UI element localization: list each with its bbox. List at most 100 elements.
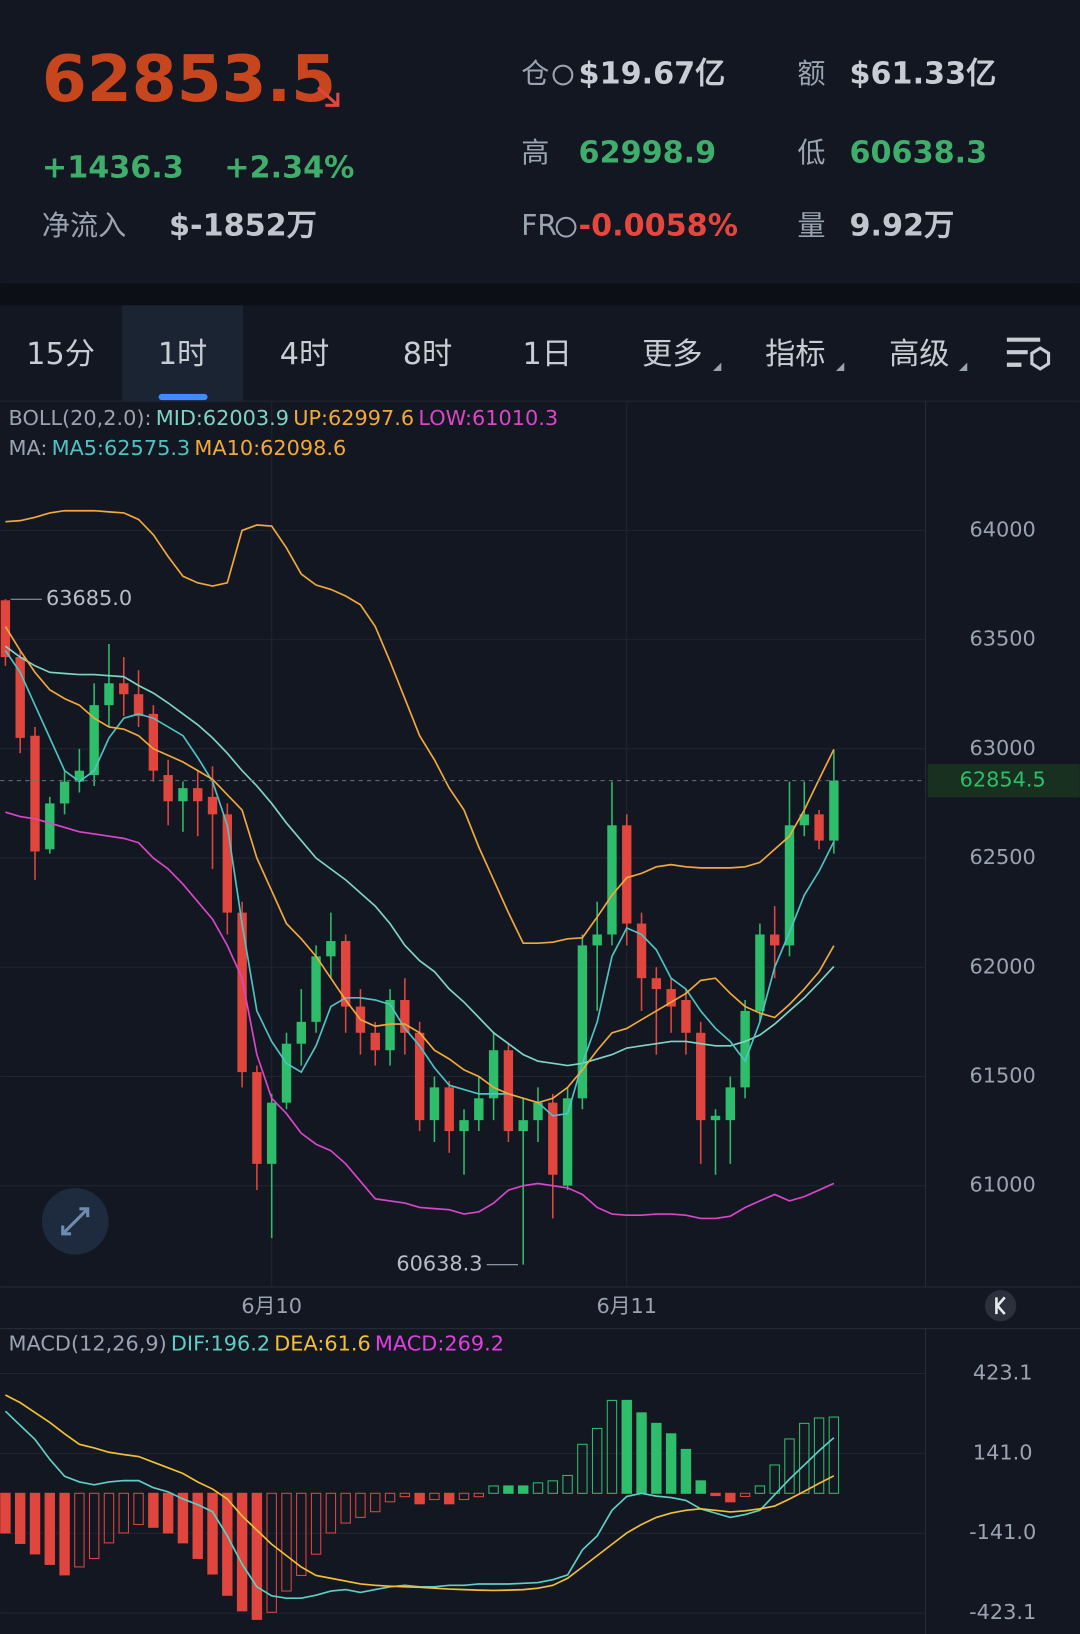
macd-bar xyxy=(162,1492,174,1534)
macd-bar xyxy=(29,1492,41,1555)
candle-body xyxy=(133,694,144,717)
legend-entry: DEA:61.6 xyxy=(274,1331,370,1355)
legend: MACD(12,26,9) DIF:196.2 DEA:61.6 MACD:269.2 xyxy=(9,1331,504,1355)
macd-bar xyxy=(458,1492,470,1501)
candle-body xyxy=(651,978,662,990)
tab[interactable]: 8时 xyxy=(403,337,452,372)
macd-bar xyxy=(680,1448,692,1494)
separator xyxy=(0,283,1080,306)
last-price: 62853.5 xyxy=(42,42,336,117)
candle-body xyxy=(592,934,602,946)
legend-entry: UP:62997.6 xyxy=(293,406,414,430)
macd-bar xyxy=(59,1492,70,1576)
change: +1436.3 xyxy=(42,150,184,185)
collapse-circle[interactable] xyxy=(984,1290,1017,1322)
candle-body xyxy=(607,825,617,935)
change-pct: +2.34% xyxy=(224,150,354,185)
candle-body xyxy=(296,1021,306,1044)
macd-bar xyxy=(695,1480,706,1494)
y-tick-label: 61500 xyxy=(970,1063,1036,1087)
stat-value: -0.0058% xyxy=(579,209,738,244)
candle-body xyxy=(740,1010,750,1088)
candle-body xyxy=(429,1087,440,1121)
macd-bar xyxy=(370,1492,381,1513)
candle-body xyxy=(340,941,351,1007)
macd-bar xyxy=(399,1492,411,1498)
y-tick-label: 64000 xyxy=(970,517,1036,541)
tab[interactable]: 1日 xyxy=(523,337,572,372)
candle-body xyxy=(148,713,159,771)
tab[interactable]: 更多 xyxy=(642,337,702,372)
settings-icon[interactable] xyxy=(1006,337,1051,371)
candle-body xyxy=(15,657,25,738)
candle-body xyxy=(163,775,173,802)
candle-body xyxy=(829,780,839,841)
candle-body xyxy=(385,1000,395,1051)
macd-bar xyxy=(503,1485,514,1494)
y-tick-label: -423.1 xyxy=(969,1600,1036,1624)
tab[interactable]: 4时 xyxy=(280,337,329,372)
legend-entry: MACD:269.2 xyxy=(375,1331,504,1355)
macd-bar xyxy=(340,1492,351,1524)
candle-body xyxy=(45,803,55,850)
tab[interactable]: 指标 xyxy=(765,337,825,372)
macd-bar xyxy=(562,1474,573,1494)
macd-bar xyxy=(725,1492,736,1503)
candle-body xyxy=(577,945,588,1099)
candle-body xyxy=(281,1043,292,1103)
candle-body xyxy=(59,781,70,804)
macd-bar xyxy=(266,1492,277,1613)
indicator-line xyxy=(5,811,835,1220)
down-arrow xyxy=(316,86,340,107)
candle-body xyxy=(444,1087,454,1132)
macd-bar xyxy=(444,1492,455,1505)
candle-body xyxy=(681,1000,691,1033)
candle-body xyxy=(562,1098,573,1186)
candle-body xyxy=(636,923,647,979)
legend-title: MACD(12,26,9) xyxy=(9,1331,167,1355)
macd-bar xyxy=(177,1492,189,1544)
candle-body xyxy=(474,1098,484,1121)
macd-bar xyxy=(517,1485,529,1494)
tab[interactable]: 15分 xyxy=(26,337,95,372)
macd-bar xyxy=(488,1485,499,1494)
candle-body xyxy=(237,912,247,1073)
macd-bar xyxy=(14,1492,26,1544)
y-tick-label: 63500 xyxy=(970,627,1036,651)
y-tick-label: 141.0 xyxy=(973,1440,1033,1464)
macd-bar xyxy=(754,1485,766,1494)
tab[interactable]: 高级 xyxy=(889,337,949,372)
collapse-button[interactable] xyxy=(984,1290,1017,1322)
candle-body xyxy=(400,1000,410,1033)
candle-body xyxy=(193,788,203,802)
legend: BOLL(20,2.0): MID:62003.9 UP:62997.6 LOW:61… xyxy=(9,406,559,430)
macd-bar xyxy=(355,1492,366,1518)
macd-bar xyxy=(414,1492,425,1505)
indicator-line xyxy=(4,645,835,1067)
settings-lines xyxy=(1006,337,1041,367)
y-tick-label: -141.0 xyxy=(969,1520,1036,1544)
help-icons xyxy=(552,64,577,238)
macd-bar xyxy=(621,1399,632,1494)
tab[interactable]: 1时 xyxy=(158,337,207,372)
macd-bar xyxy=(133,1492,144,1525)
stat-value: 62998.9 xyxy=(579,136,717,171)
y-tick-label: 62000 xyxy=(970,954,1036,978)
candle-body xyxy=(326,941,336,957)
y-tick-label: 63000 xyxy=(970,736,1036,760)
stat-label: 量 xyxy=(797,209,825,242)
stat-value: 60638.3 xyxy=(850,136,988,171)
macd-bar xyxy=(74,1492,85,1568)
help-icon[interactable] xyxy=(555,216,577,238)
help-icon[interactable] xyxy=(552,64,574,86)
active-tab-underline xyxy=(158,393,208,401)
indicator-line xyxy=(4,626,835,1104)
legend-entry: LOW:61010.3 xyxy=(418,406,558,430)
macd-bar xyxy=(118,1492,129,1534)
expand-button[interactable] xyxy=(41,1187,109,1255)
candle-body xyxy=(178,788,188,802)
dropdown-arrow xyxy=(835,362,845,371)
candle-body xyxy=(0,600,11,658)
